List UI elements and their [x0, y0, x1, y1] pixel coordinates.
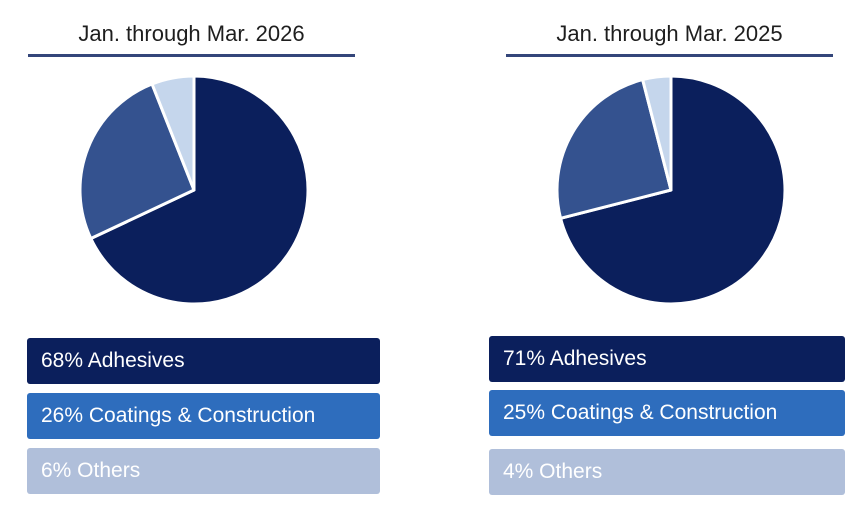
title-underline — [506, 54, 833, 57]
pie-slice-adhesives — [89, 74, 310, 306]
legend-others: 4% Others — [489, 449, 845, 495]
legend-adhesives: 68% Adhesives — [27, 338, 380, 384]
legend-coatings-construction: 25% Coatings & Construction — [489, 390, 845, 436]
chart-title: Jan. through Mar. 2026 — [78, 21, 305, 46]
pie-chart — [78, 74, 310, 306]
legend-others: 6% Others — [27, 448, 380, 494]
pie-slice-coatings-construction — [78, 82, 196, 241]
pie-panel-2025: Jan. through Mar. 2025 71% Adhesives 25%… — [480, 0, 860, 522]
pie-panel-2026: Jan. through Mar. 2026 68% Adhesives 26%… — [10, 0, 390, 522]
pie-chart — [555, 74, 787, 306]
pie-slice-others — [150, 74, 196, 192]
pie-slice-others — [641, 74, 673, 192]
chart-title: Jan. through Mar. 2025 — [556, 21, 783, 46]
title-underline — [28, 54, 355, 57]
legend-adhesives: 71% Adhesives — [489, 336, 845, 382]
pie-slice-coatings-construction — [555, 78, 673, 220]
legend-coatings-construction: 26% Coatings & Construction — [27, 393, 380, 439]
pie-slice-adhesives — [559, 74, 787, 306]
